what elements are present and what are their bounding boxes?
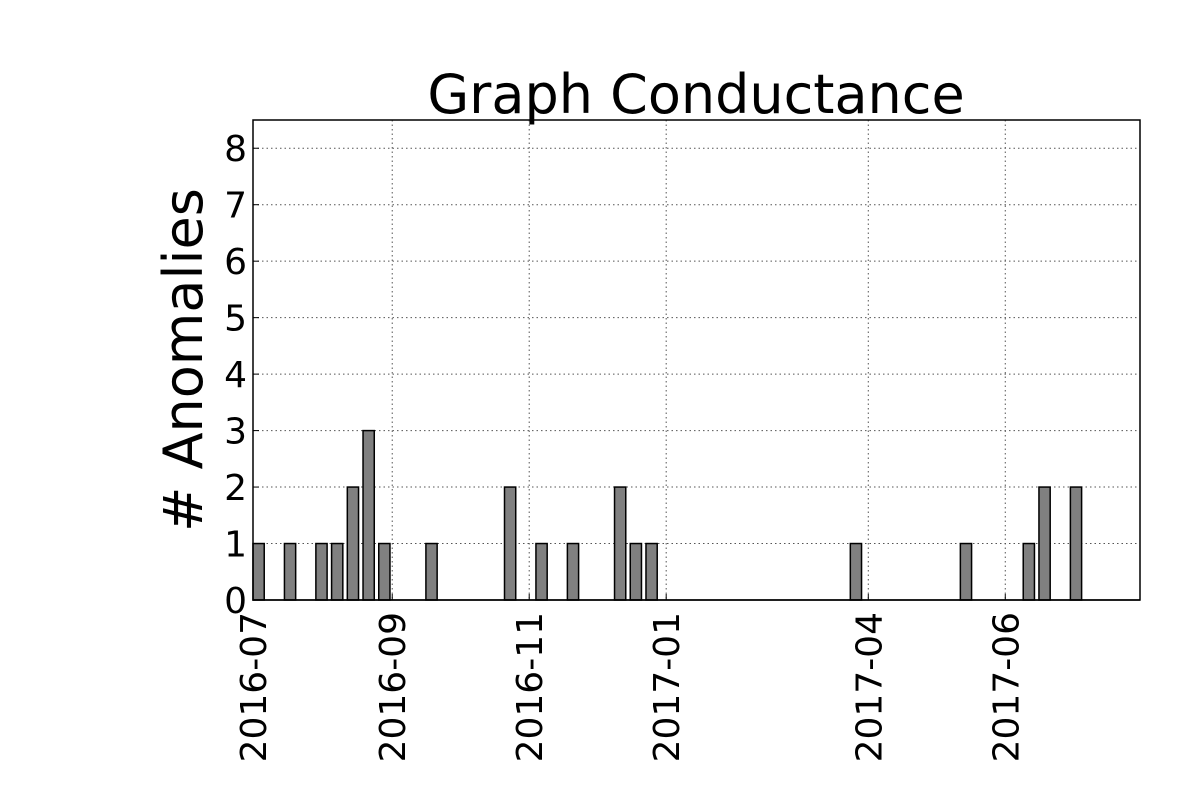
y-tick-label: 7: [224, 186, 247, 227]
chart-title: Graph Conductance: [427, 63, 964, 126]
bar: [503, 486, 517, 601]
x-tick-label: 2016-09: [373, 612, 414, 762]
x-tick-label: 2016-07: [234, 612, 275, 762]
x-tick-label: 2017-04: [849, 612, 890, 762]
bars: [252, 429, 1083, 601]
bar: [959, 542, 973, 601]
y-tick-label: 1: [224, 525, 247, 566]
x-tick-label: 2017-01: [647, 612, 688, 762]
y-tick-label: 2: [224, 468, 247, 509]
y-tick-label: 5: [224, 299, 247, 340]
bar: [252, 542, 265, 601]
y-tick-label: 8: [224, 129, 247, 170]
bar: [645, 542, 658, 601]
bar: [283, 542, 297, 601]
y-axis-label: # Anomalies: [152, 188, 215, 532]
y-ticks: 0 1 2 3 4 5 6 7 8: [224, 129, 259, 622]
bar: [629, 542, 643, 601]
bar: [1038, 486, 1051, 601]
bar: [346, 486, 360, 601]
y-tick-label: 6: [224, 242, 247, 283]
y-tick-label: 0: [224, 581, 247, 622]
bar: [849, 542, 863, 601]
y-tick-label: 3: [224, 412, 247, 453]
bar: [1069, 486, 1083, 601]
bar: [1022, 542, 1036, 601]
y-tick-label: 4: [224, 355, 247, 396]
plot-frame: [252, 119, 1141, 601]
bar: [535, 542, 548, 601]
bar: [566, 542, 580, 601]
bar: [330, 542, 344, 601]
bar: [362, 429, 376, 601]
bar: [378, 542, 391, 601]
grid: [252, 120, 1140, 601]
x-tick-label: 2016-11: [510, 612, 551, 762]
bar: [315, 542, 328, 601]
x-ticks: 2016-07 2016-09 2016-11 2017-01 2017-04 2017-…: [234, 594, 1027, 762]
bar: [613, 486, 627, 601]
x-tick-label: 2017-06: [986, 612, 1027, 762]
bar: [425, 542, 438, 601]
